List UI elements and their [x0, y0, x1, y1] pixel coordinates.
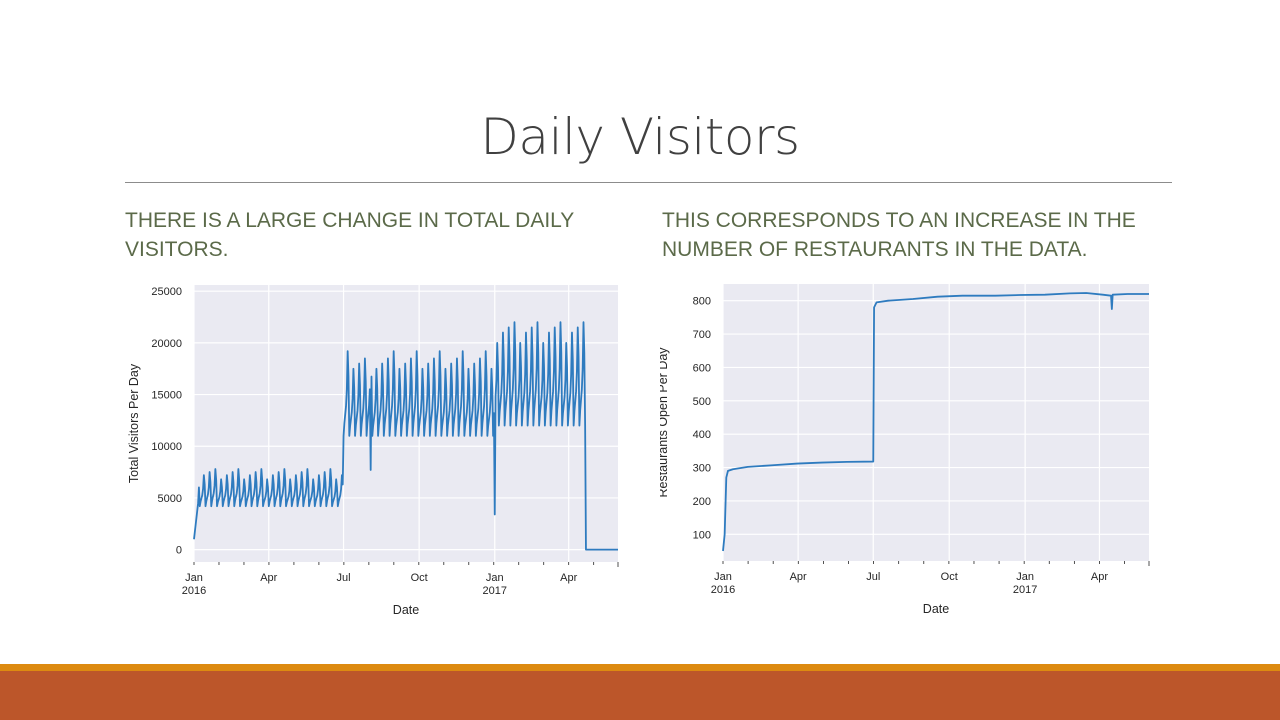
y-axis-label: Restaurants Open Per Day — [660, 347, 670, 498]
y-tick-label: 0 — [176, 545, 182, 557]
x-axis-label: Date — [923, 602, 949, 616]
x-tick-label: Oct — [411, 572, 428, 584]
y-tick-label: 10000 — [151, 441, 182, 453]
caption-left: THERE IS A LARGE CHANGE IN TOTAL DAILY V… — [125, 209, 574, 261]
x-tick-label: Jan — [486, 572, 504, 584]
plot-area — [723, 284, 1149, 561]
y-axis-label: Total Visitors Per Day — [127, 363, 141, 483]
x-tick-label: Jan — [1016, 571, 1034, 583]
x-tick-label: Jan — [185, 572, 203, 584]
footer-accent-bar — [0, 664, 1280, 671]
y-tick-label: 600 — [693, 362, 711, 374]
x-tick-label: Jul — [866, 571, 880, 583]
slide-title: Daily Visitors — [480, 108, 800, 166]
x-axis-label: Date — [393, 603, 419, 617]
y-tick-label: 800 — [693, 296, 711, 308]
x-tick-label: Jul — [337, 572, 351, 584]
y-tick-label: 400 — [693, 429, 711, 441]
x-tick-sublabel: 2017 — [483, 585, 507, 597]
y-tick-label: 20000 — [151, 338, 182, 350]
caption-right: THIS CORRESPONDS TO AN INCREASE IN THE N… — [662, 209, 1136, 261]
series-line-restaurants — [722, 292, 1149, 552]
x-tick-sublabel: 2016 — [182, 585, 206, 597]
x-tick-label: Apr — [1091, 571, 1108, 583]
x-tick-label: Apr — [790, 571, 807, 583]
x-tick-label: Jan — [714, 571, 732, 583]
y-tick-label: 100 — [693, 529, 711, 541]
y-tick-label: 5000 — [158, 493, 182, 505]
y-tick-label: 25000 — [151, 286, 182, 298]
title-divider — [125, 182, 1172, 183]
y-tick-label: 200 — [693, 496, 711, 508]
series-line-visitors — [193, 321, 618, 551]
x-tick-label: Apr — [260, 572, 277, 584]
footer-bar — [0, 671, 1280, 720]
x-tick-sublabel: 2017 — [1013, 584, 1037, 596]
x-tick-label: Oct — [941, 571, 958, 583]
x-tick-sublabel: 2016 — [711, 584, 735, 596]
x-tick-label: Apr — [560, 572, 577, 584]
y-tick-label: 300 — [693, 463, 711, 475]
y-tick-label: 700 — [693, 329, 711, 341]
y-tick-label: 500 — [693, 396, 711, 408]
y-tick-label: 15000 — [151, 390, 182, 402]
